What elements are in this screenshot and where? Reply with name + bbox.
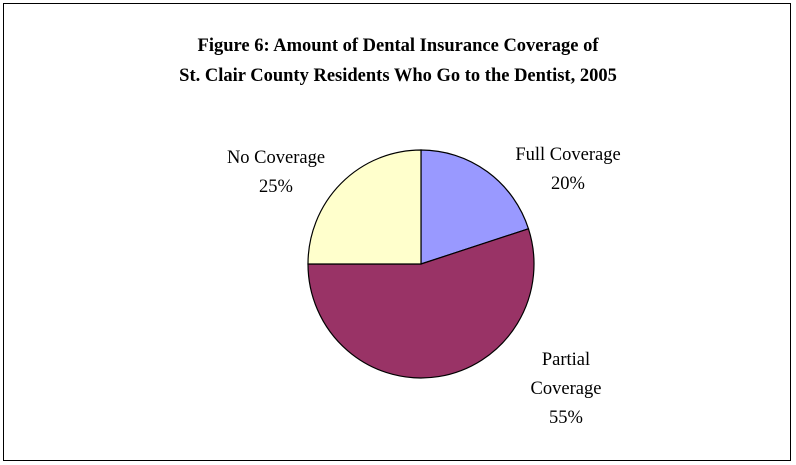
chart-title-line-2: St. Clair County Residents Who Go to the…	[179, 66, 617, 86]
pie-slice	[420, 149, 530, 265]
slice-label: Full Coverage	[515, 145, 620, 165]
pie-slices	[307, 149, 535, 379]
pie-slice	[307, 228, 535, 379]
data-label: 20%	[551, 174, 585, 194]
data-label: 55%	[549, 408, 583, 428]
slice-label: No Coverage	[227, 148, 325, 168]
data-label: 25%	[259, 177, 293, 197]
chart-title: Figure 6: Amount of Dental Insurance Cov…	[179, 36, 617, 86]
pie-slice	[307, 149, 422, 265]
slice-label: Partial	[542, 350, 590, 370]
slice-label: Coverage	[531, 379, 602, 399]
chart-title-line-1: Figure 6: Amount of Dental Insurance Cov…	[198, 36, 600, 56]
pie-labels: Full Coverage 20% Partial Coverage 55% No Cov…	[227, 145, 621, 428]
